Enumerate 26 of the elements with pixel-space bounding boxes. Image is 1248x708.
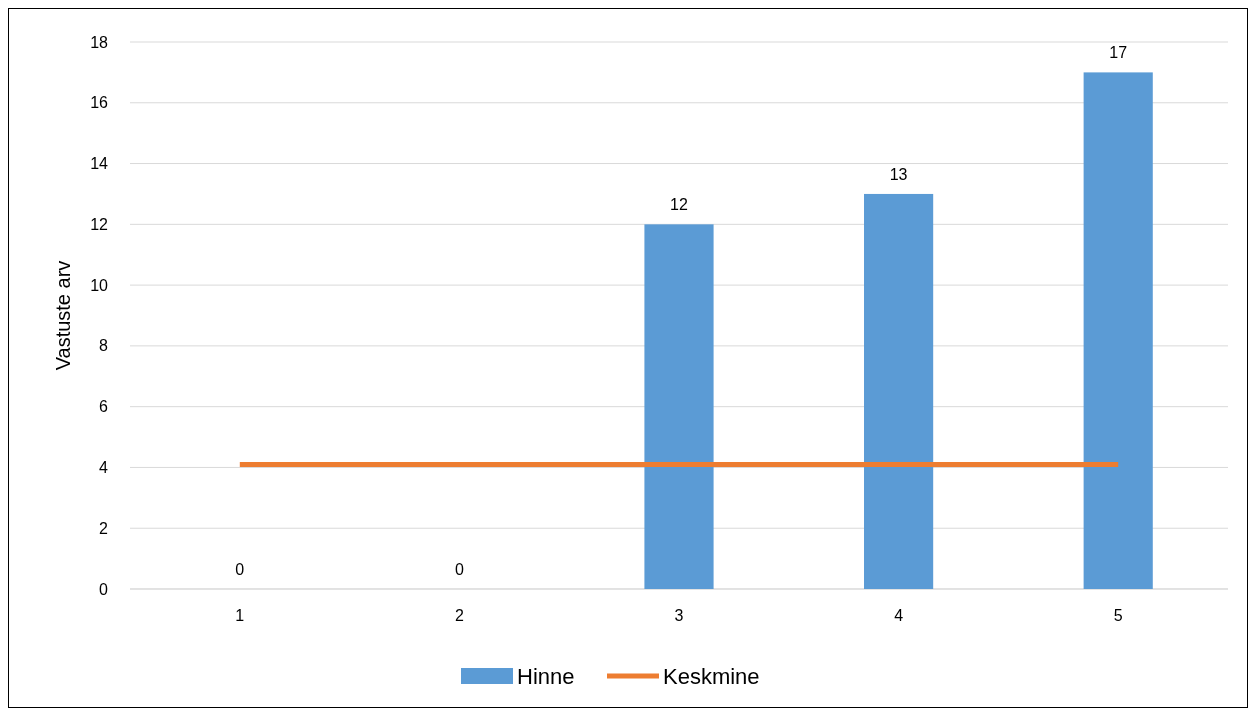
y-tick-label: 6	[99, 398, 109, 416]
y-tick-label: 2	[99, 519, 109, 537]
data-label: 17	[1109, 44, 1128, 62]
y-tick-label: 0	[99, 580, 109, 598]
y-tick-label: 4	[99, 459, 109, 477]
bar	[864, 193, 934, 589]
y-tick-label: 10	[90, 276, 109, 294]
x-tick-label: 4	[894, 607, 904, 624]
data-label: 13	[889, 165, 908, 183]
data-label: 12	[670, 196, 688, 214]
y-tick-label: 12	[90, 215, 109, 233]
x-tick-label: 3	[674, 607, 684, 624]
x-tick-label: 2	[454, 607, 464, 624]
bar	[644, 224, 714, 589]
data-label: 0	[235, 561, 245, 578]
legend-label: Keskmine	[663, 663, 760, 689]
y-tick-label: 18	[90, 33, 109, 51]
x-tick-label: 5	[1113, 607, 1123, 624]
y-tick-label: 8	[99, 337, 109, 355]
y-axis-title: Vastuste arv	[52, 260, 74, 371]
legend-label: Hinne	[517, 663, 575, 689]
data-label: 0	[454, 561, 464, 578]
x-tick-label: 1	[235, 607, 245, 624]
y-tick-label: 16	[90, 94, 109, 112]
bar	[1083, 72, 1153, 589]
y-tick-label: 14	[90, 155, 109, 173]
